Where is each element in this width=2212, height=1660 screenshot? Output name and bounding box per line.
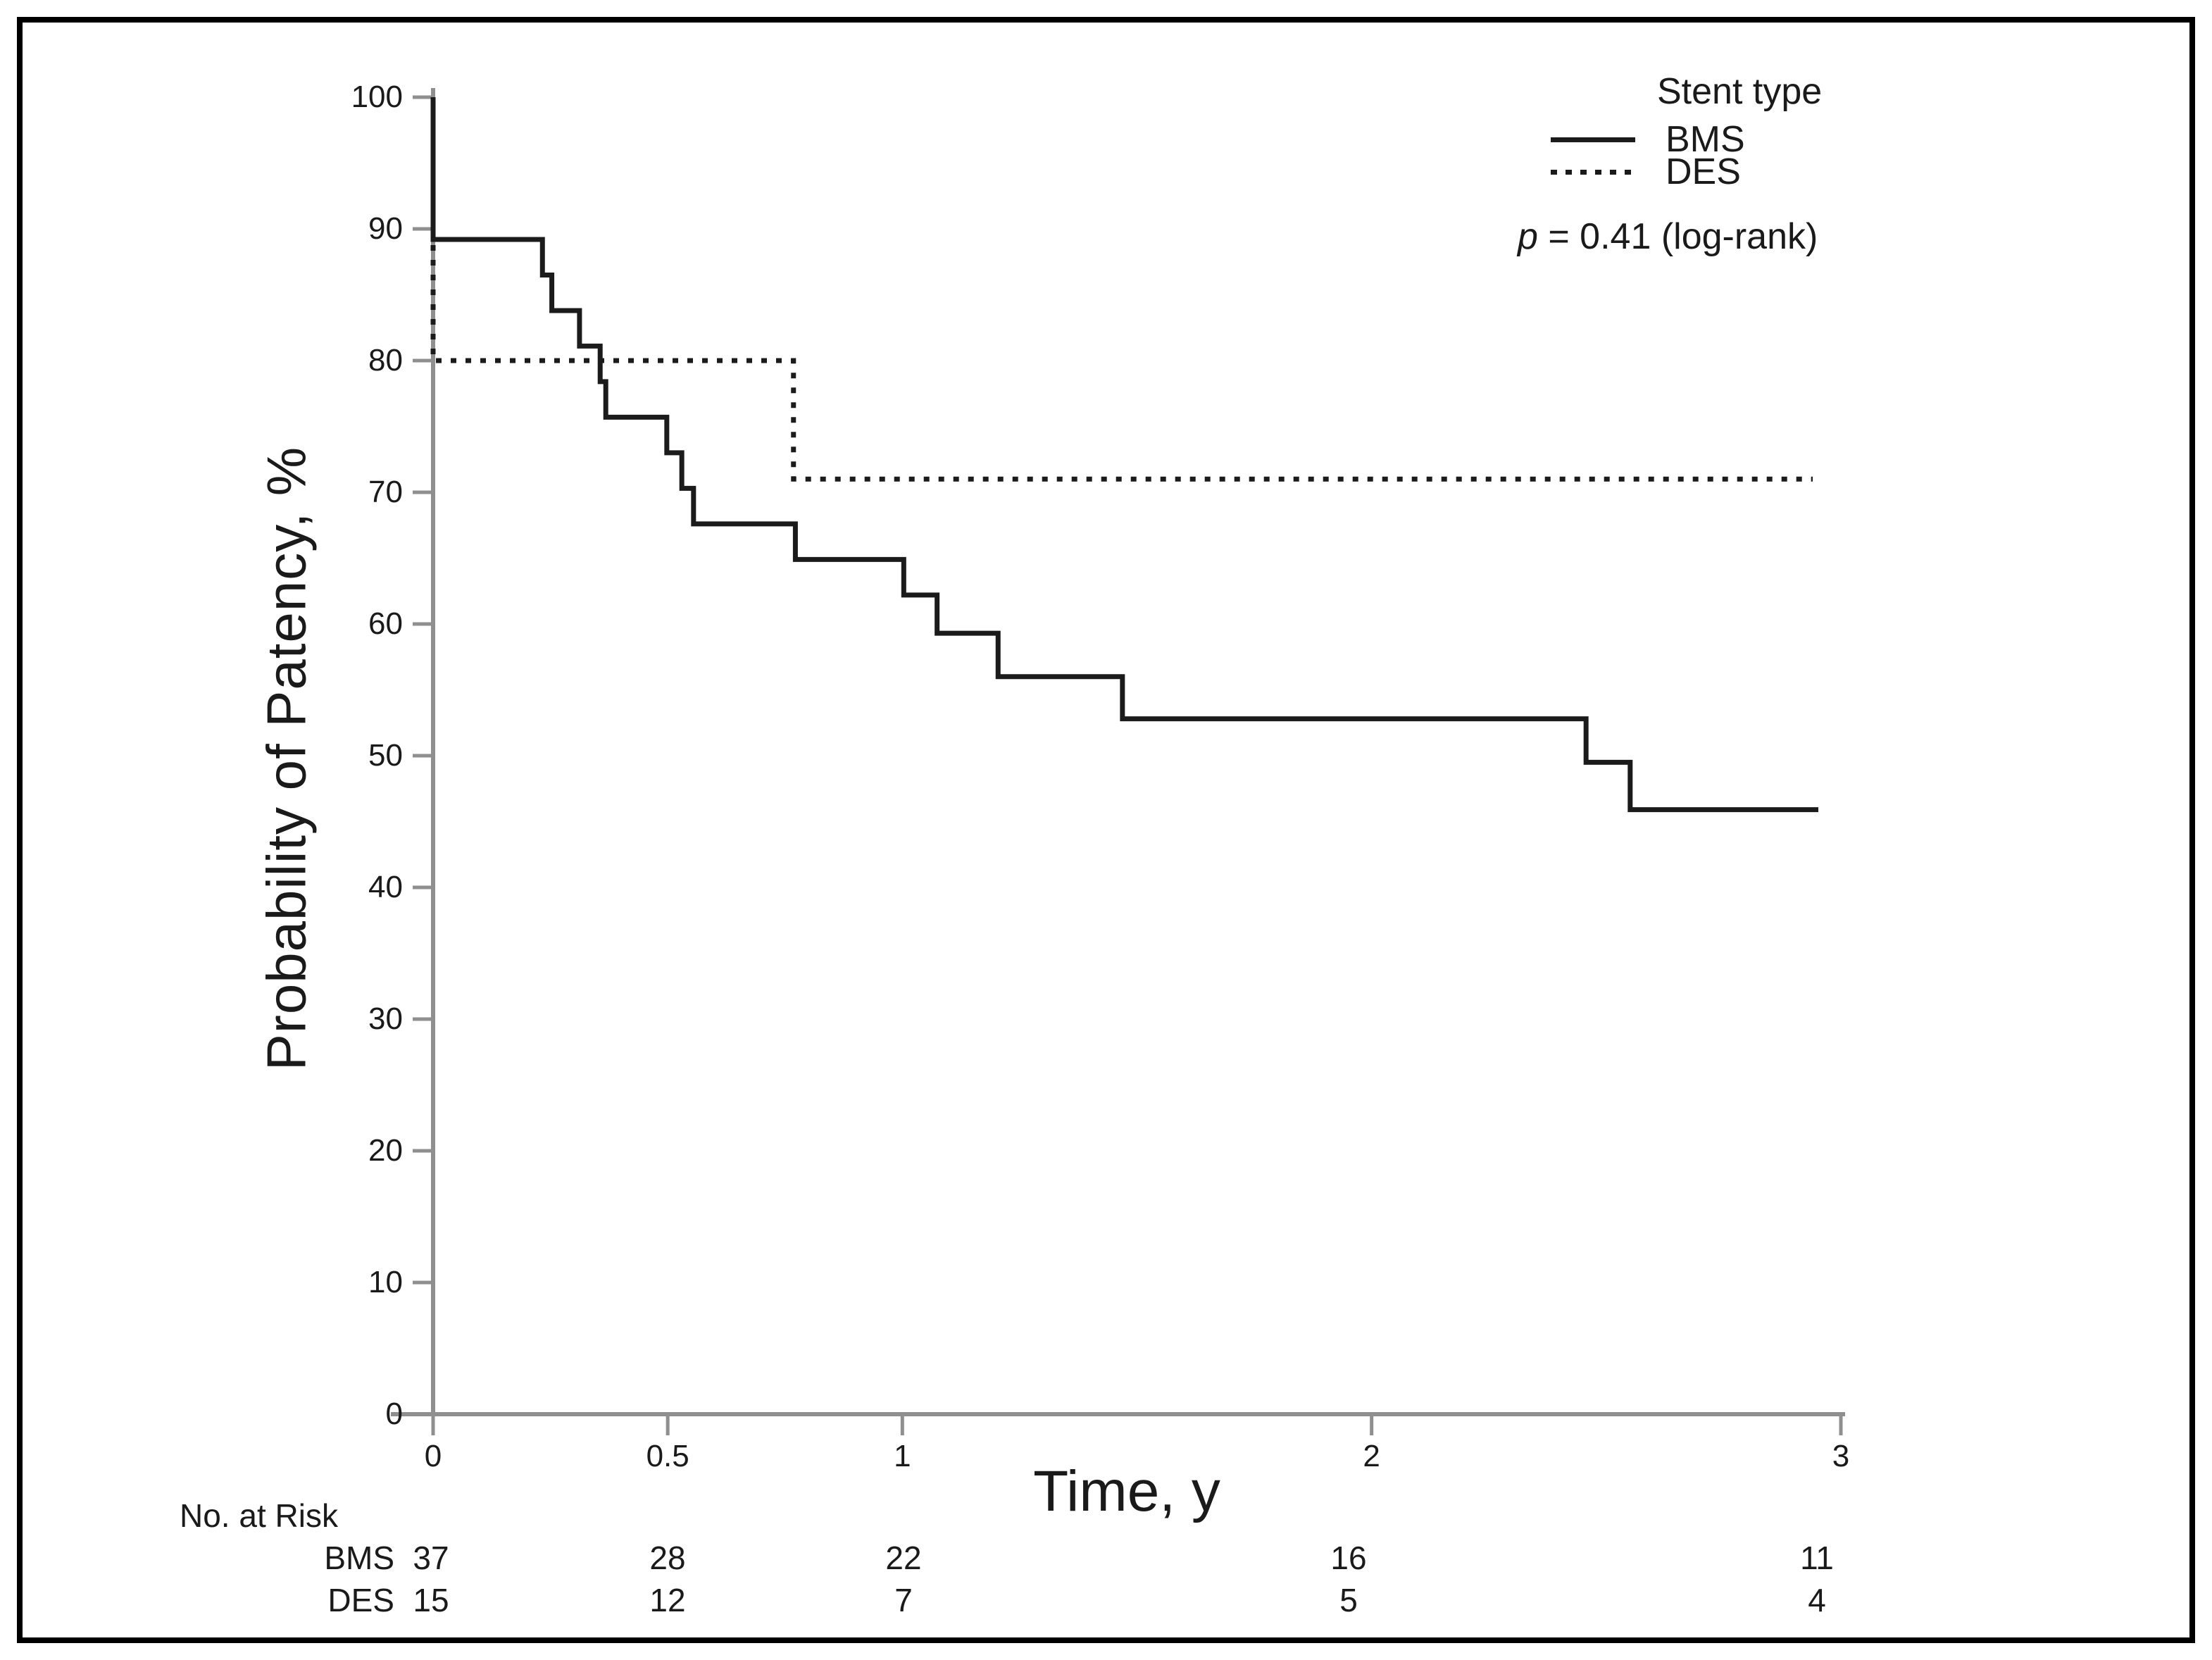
risk-count-bms: 37 (413, 1540, 449, 1576)
p-value-annotation: p = 0.41 (log-rank) (1518, 216, 1818, 258)
risk-count-des: 7 (894, 1582, 913, 1618)
dotted-line-sample-icon (1551, 169, 1635, 175)
y-tick-label: 60 (368, 606, 403, 641)
risk-row-label-bms: BMS (324, 1540, 394, 1576)
y-tick-label: 0 (385, 1397, 403, 1431)
y-tick-label: 90 (368, 211, 403, 246)
figure-border (17, 17, 2195, 1643)
bms-curve (430, 97, 1819, 813)
risk-count-bms: 28 (649, 1540, 686, 1576)
x-tick-label: 0 (424, 1439, 442, 1473)
risk-row-label-des: DES (327, 1582, 394, 1618)
legend-title: Stent type (1657, 71, 1823, 112)
risk-count-bms: 16 (1330, 1540, 1367, 1576)
legend-item-bms: BMS (1551, 119, 1745, 160)
risk-count-bms: 11 (1800, 1540, 1834, 1576)
risk-count-des: 5 (1339, 1582, 1358, 1618)
risk-table-header: No. at Risk (180, 1497, 338, 1534)
risk-count-bms: 22 (885, 1540, 922, 1576)
y-tick-label: 30 (368, 1001, 403, 1036)
y-tick-label: 10 (368, 1265, 403, 1299)
x-axis-label: Time, y (1033, 1459, 1220, 1523)
solid-line-sample-icon (1551, 137, 1635, 142)
y-tick-label: 70 (368, 475, 403, 509)
y-tick-label: 20 (368, 1133, 403, 1168)
p-symbol: p (1518, 216, 1538, 257)
des-curve (430, 97, 1813, 482)
x-tick-label: 1 (894, 1439, 911, 1473)
x-tick-label: 3 (1832, 1439, 1850, 1473)
risk-count-des: 15 (413, 1582, 449, 1618)
legend-item-label: BMS (1666, 119, 1745, 160)
p-value-text: = 0.41 (log-rank) (1537, 216, 1818, 257)
y-tick-label: 40 (368, 870, 403, 904)
x-tick-label: 0.5 (646, 1439, 689, 1473)
x-tick-label: 2 (1363, 1439, 1380, 1473)
y-tick-label: 80 (368, 343, 403, 377)
legend-item-des: DES (1551, 151, 1741, 192)
risk-count-des: 12 (649, 1582, 686, 1618)
risk-count-des: 4 (1808, 1582, 1826, 1618)
y-tick-label: 100 (351, 80, 403, 114)
y-tick-label: 50 (368, 738, 403, 773)
legend-item-label: DES (1666, 151, 1741, 192)
